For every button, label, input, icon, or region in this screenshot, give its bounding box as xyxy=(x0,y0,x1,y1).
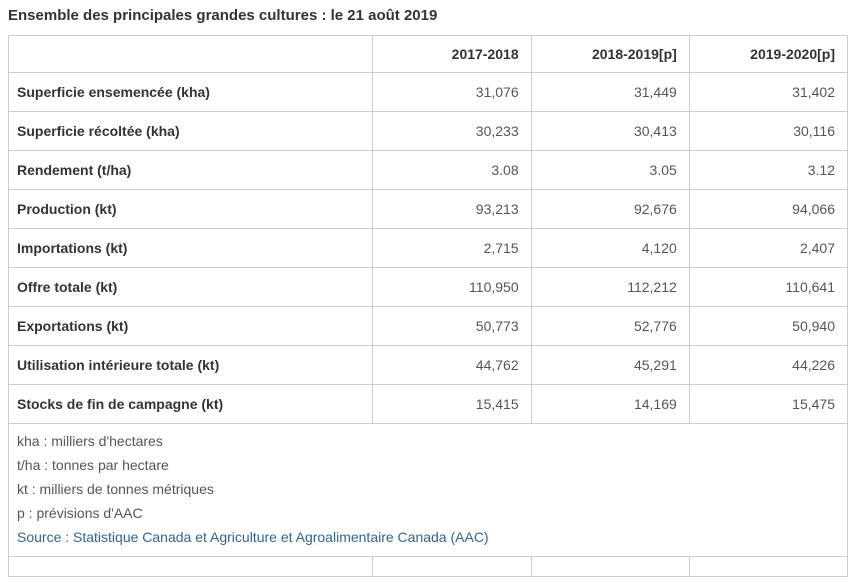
row-label: Superficie récoltée (kha) xyxy=(7,111,374,151)
row-label: Offre totale (kt) xyxy=(7,267,374,307)
value-cell: 4,120 xyxy=(530,228,690,268)
value-cell: 44,226 xyxy=(688,345,849,385)
footnotes-cell: kha : milliers d'hectares t/ha : tonnes … xyxy=(8,423,848,557)
row-label: Stocks de fin de campagne (kt) xyxy=(7,384,374,424)
table-row: Exportations (kt) 50,773 52,776 50,940 xyxy=(7,306,849,346)
value-cell: 94,066 xyxy=(688,189,849,229)
row-label: Production (kt) xyxy=(7,189,374,229)
value-cell-empty xyxy=(688,556,849,577)
value-cell: 30,413 xyxy=(530,111,690,151)
value-cell: 112,212 xyxy=(530,267,690,307)
row-label: Importations (kt) xyxy=(7,228,374,268)
value-cell: 45,291 xyxy=(530,345,690,385)
footnote-tha: t/ha : tonnes par hectare xyxy=(17,457,169,473)
crops-summary-table: 2017-2018 2018-2019[p] 2019-2020[p] Supe… xyxy=(7,35,849,577)
table-row: Importations (kt) 2,715 4,120 2,407 xyxy=(7,228,849,268)
value-cell-empty xyxy=(372,556,532,577)
row-label: Utilisation intérieure totale (kt) xyxy=(7,345,374,385)
value-cell: 52,776 xyxy=(530,306,690,346)
value-cell: 31,449 xyxy=(530,72,690,112)
row-label: Exportations (kt) xyxy=(7,306,374,346)
table-row: Superficie ensemencée (kha) 31,076 31,44… xyxy=(7,72,849,112)
value-cell: 15,475 xyxy=(688,384,849,424)
table-row: Rendement (t/ha) 3.08 3.05 3.12 xyxy=(7,150,849,190)
corner-cell xyxy=(7,35,374,73)
value-cell: 3.12 xyxy=(688,150,849,190)
value-cell: 44,762 xyxy=(372,345,532,385)
row-label-empty xyxy=(7,556,374,577)
value-cell: 30,233 xyxy=(372,111,532,151)
row-label: Superficie ensemencée (kha) xyxy=(7,72,374,112)
table-row: Utilisation intérieure totale (kt) 44,76… xyxy=(7,345,849,385)
value-cell: 2,407 xyxy=(688,228,849,268)
value-cell: 31,076 xyxy=(372,72,532,112)
table-row: Stocks de fin de campagne (kt) 15,415 14… xyxy=(7,384,849,424)
footnote-kt: kt : milliers de tonnes métriques xyxy=(17,481,214,497)
value-cell-empty xyxy=(530,556,690,577)
value-cell: 110,950 xyxy=(372,267,532,307)
footnote-p: p : prévisions d'AAC xyxy=(17,505,143,521)
column-header-2018-2019: 2018-2019[p] xyxy=(530,35,690,73)
table-row: Offre totale (kt) 110,950 112,212 110,64… xyxy=(7,267,849,307)
value-cell: 92,676 xyxy=(530,189,690,229)
row-label: Rendement (t/ha) xyxy=(7,150,374,190)
value-cell: 93,213 xyxy=(372,189,532,229)
value-cell: 3.08 xyxy=(372,150,532,190)
value-cell: 30,116 xyxy=(688,111,849,151)
table-row: Superficie récoltée (kha) 30,233 30,413 … xyxy=(7,111,849,151)
value-cell: 50,940 xyxy=(688,306,849,346)
header-row: 2017-2018 2018-2019[p] 2019-2020[p] xyxy=(7,35,849,73)
value-cell: 110,641 xyxy=(688,267,849,307)
column-header-2017-2018: 2017-2018 xyxy=(372,35,532,73)
table-row: Production (kt) 93,213 92,676 94,066 xyxy=(7,189,849,229)
footnote-kha: kha : milliers d'hectares xyxy=(17,433,163,449)
source-link[interactable]: Source : Statistique Canada et Agricultu… xyxy=(17,529,489,545)
value-cell: 2,715 xyxy=(372,228,532,268)
page-title: Ensemble des principales grandes culture… xyxy=(8,7,438,24)
value-cell: 31,402 xyxy=(688,72,849,112)
column-header-2019-2020: 2019-2020[p] xyxy=(688,35,849,73)
value-cell: 14,169 xyxy=(530,384,690,424)
footnotes-row: kha : milliers d'hectares t/ha : tonnes … xyxy=(8,423,848,557)
value-cell: 50,773 xyxy=(372,306,532,346)
value-cell: 3.05 xyxy=(530,150,690,190)
table-row-partial xyxy=(7,556,849,577)
value-cell: 15,415 xyxy=(372,384,532,424)
